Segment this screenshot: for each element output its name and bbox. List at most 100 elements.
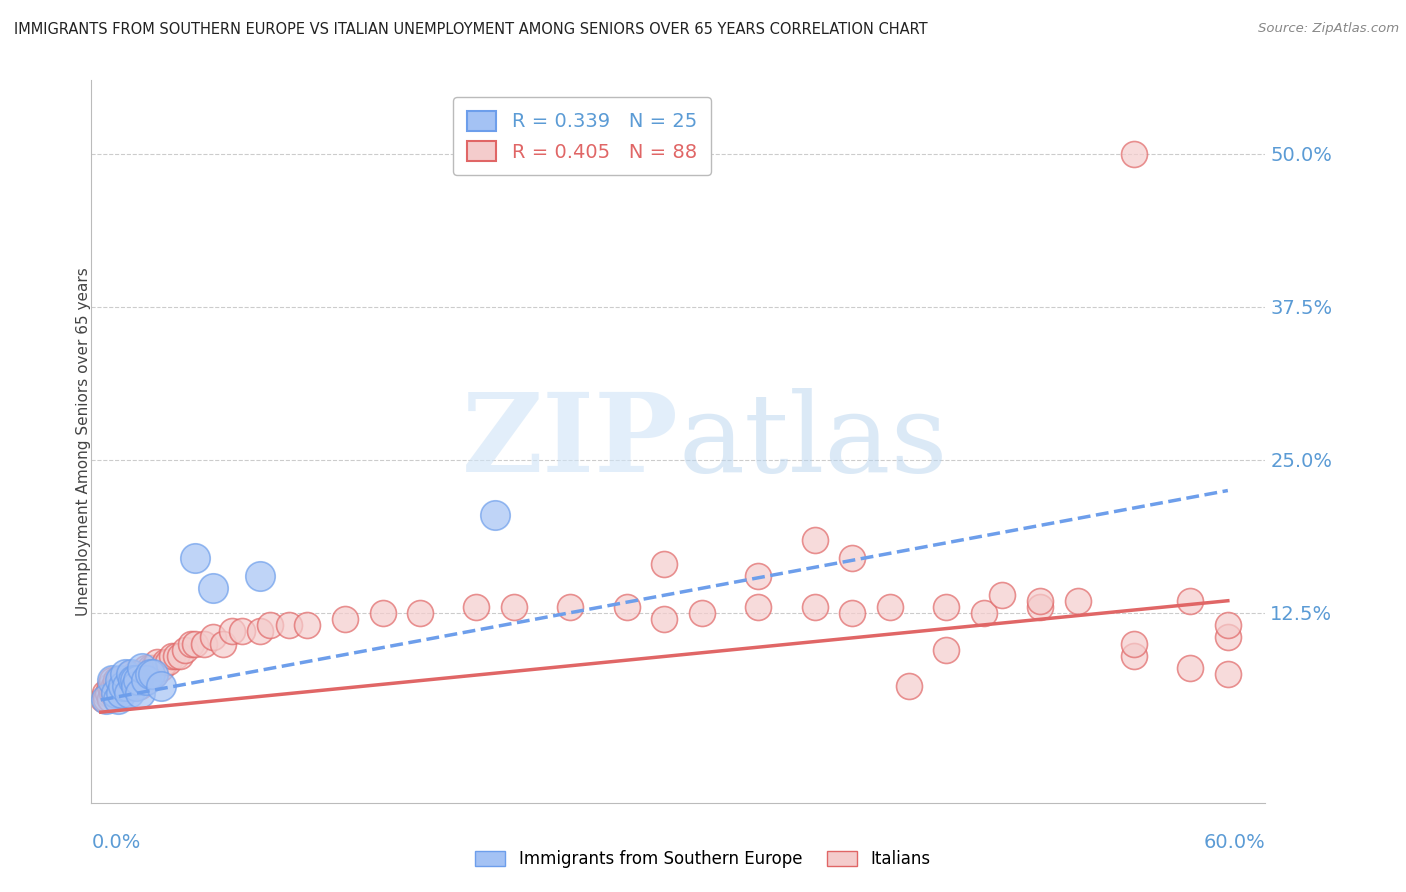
Point xyxy=(202,631,225,645)
Point xyxy=(183,550,205,565)
Point xyxy=(897,680,920,694)
Point xyxy=(98,691,121,706)
Point xyxy=(118,667,141,681)
Point xyxy=(136,667,159,681)
Point xyxy=(409,606,432,620)
Point xyxy=(120,680,142,694)
Point xyxy=(991,588,1014,602)
Point xyxy=(104,685,127,699)
Point xyxy=(1216,631,1239,645)
Text: Source: ZipAtlas.com: Source: ZipAtlas.com xyxy=(1258,22,1399,36)
Point xyxy=(104,680,127,694)
Point xyxy=(371,606,394,620)
Point xyxy=(93,685,115,699)
Point xyxy=(221,624,243,639)
Point xyxy=(135,661,157,675)
Point xyxy=(747,599,769,614)
Point xyxy=(249,569,271,583)
Point xyxy=(652,557,675,571)
Point xyxy=(103,680,125,694)
Point xyxy=(121,673,143,688)
Point xyxy=(114,673,136,688)
Point xyxy=(132,667,155,681)
Point xyxy=(1216,618,1239,632)
Point xyxy=(108,673,131,688)
Point xyxy=(803,533,825,547)
Point xyxy=(259,618,281,632)
Point xyxy=(103,685,125,699)
Point xyxy=(1066,593,1088,607)
Point xyxy=(333,612,356,626)
Point xyxy=(231,624,253,639)
Point xyxy=(174,642,197,657)
Point xyxy=(125,680,148,694)
Point xyxy=(1122,146,1144,161)
Point xyxy=(112,680,135,694)
Point xyxy=(143,667,166,681)
Point xyxy=(973,606,995,620)
Point xyxy=(202,582,225,596)
Point xyxy=(118,685,141,699)
Point xyxy=(157,655,180,669)
Point xyxy=(138,661,160,675)
Point xyxy=(1029,593,1052,607)
Point xyxy=(96,691,118,706)
Text: atlas: atlas xyxy=(678,388,948,495)
Text: ZIP: ZIP xyxy=(461,388,678,495)
Point xyxy=(97,685,120,699)
Point xyxy=(131,661,153,675)
Point xyxy=(115,680,138,694)
Point xyxy=(142,667,165,681)
Point xyxy=(1180,593,1202,607)
Point xyxy=(131,667,153,681)
Point xyxy=(841,550,863,565)
Point xyxy=(129,685,152,699)
Point xyxy=(180,637,202,651)
Point xyxy=(108,673,131,688)
Point xyxy=(212,637,235,651)
Text: 0.0%: 0.0% xyxy=(91,833,141,853)
Point xyxy=(114,667,136,681)
Point xyxy=(91,691,114,706)
Point xyxy=(935,642,957,657)
Point xyxy=(841,606,863,620)
Point xyxy=(193,637,215,651)
Point xyxy=(803,599,825,614)
Point xyxy=(108,680,131,694)
Point xyxy=(98,680,121,694)
Point xyxy=(1122,648,1144,663)
Point xyxy=(101,685,124,699)
Text: IMMIGRANTS FROM SOUTHERN EUROPE VS ITALIAN UNEMPLOYMENT AMONG SENIORS OVER 65 YE: IMMIGRANTS FROM SOUTHERN EUROPE VS ITALI… xyxy=(14,22,928,37)
Legend: Immigrants from Southern Europe, Italians: Immigrants from Southern Europe, Italian… xyxy=(468,844,938,875)
Y-axis label: Unemployment Among Seniors over 65 years: Unemployment Among Seniors over 65 years xyxy=(76,268,90,615)
Point xyxy=(127,673,149,688)
Point xyxy=(96,691,118,706)
Point xyxy=(146,655,169,669)
Text: 60.0%: 60.0% xyxy=(1204,833,1265,853)
Point xyxy=(1180,661,1202,675)
Point xyxy=(101,673,124,688)
Point xyxy=(110,685,132,699)
Point xyxy=(160,648,183,663)
Point xyxy=(465,599,488,614)
Point xyxy=(124,667,146,681)
Point xyxy=(249,624,271,639)
Point xyxy=(1122,637,1144,651)
Point xyxy=(135,673,157,688)
Point xyxy=(149,661,172,675)
Point xyxy=(127,667,149,681)
Point xyxy=(165,648,187,663)
Point xyxy=(616,599,638,614)
Point xyxy=(141,667,163,681)
Point xyxy=(104,673,127,688)
Point xyxy=(183,637,205,651)
Point xyxy=(101,673,124,688)
Point xyxy=(1216,667,1239,681)
Point xyxy=(935,599,957,614)
Point xyxy=(120,667,142,681)
Point xyxy=(503,599,526,614)
Point xyxy=(121,673,143,688)
Legend: R = 0.339   N = 25, R = 0.405   N = 88: R = 0.339 N = 25, R = 0.405 N = 88 xyxy=(453,97,710,175)
Point xyxy=(297,618,319,632)
Point xyxy=(879,599,901,614)
